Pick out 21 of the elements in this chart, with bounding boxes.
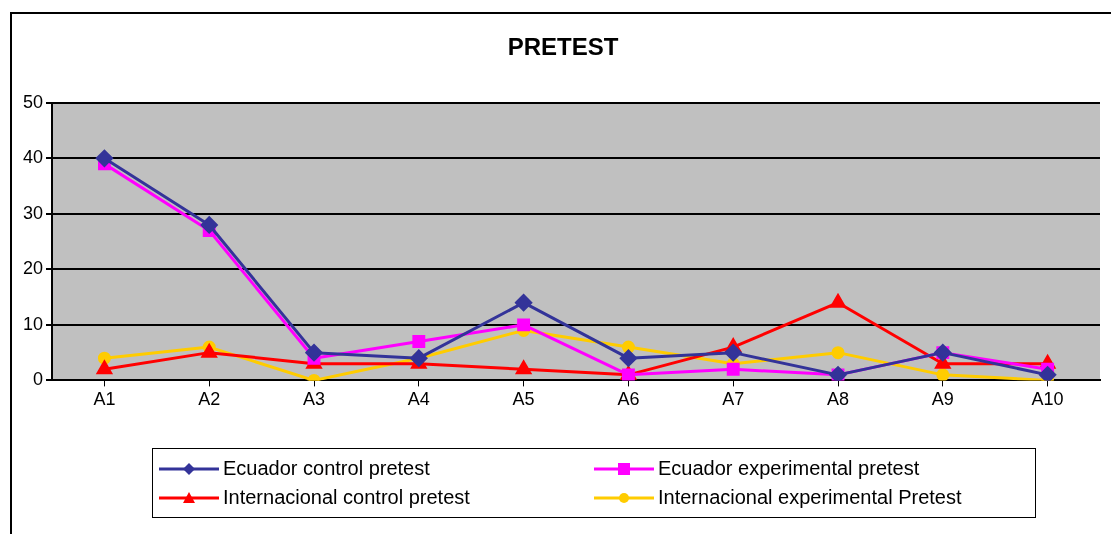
y-tick-label: 50 bbox=[22, 91, 44, 112]
x-tick-label: A2 bbox=[198, 389, 221, 410]
y-tick-label: 10 bbox=[22, 313, 44, 334]
x-tick-label: A4 bbox=[407, 389, 430, 410]
y-tick-label: 0 bbox=[33, 369, 44, 390]
x-tick-label: A8 bbox=[826, 389, 850, 410]
legend-label: Ecuador control pretest bbox=[223, 457, 430, 480]
legend-label: Internacional experimental Pretest bbox=[658, 486, 962, 509]
x-tick-label: A9 bbox=[931, 389, 954, 410]
y-tick-label: 20 bbox=[22, 258, 44, 279]
legend-label: Ecuador experimental pretest bbox=[658, 457, 920, 480]
x-tick-label: A6 bbox=[617, 389, 640, 410]
x-tick-label: A1 bbox=[93, 389, 116, 410]
y-tick-label: 40 bbox=[22, 147, 44, 168]
x-tick-label: A3 bbox=[303, 389, 326, 410]
y-tick-label: 30 bbox=[22, 202, 44, 223]
x-tick-label: A10 bbox=[1031, 389, 1064, 410]
chart-title: PRETEST bbox=[507, 33, 619, 61]
x-tick-label: A5 bbox=[512, 389, 535, 410]
x-tick-label: A7 bbox=[722, 389, 745, 410]
legend-label: Internacional control pretest bbox=[223, 486, 470, 509]
